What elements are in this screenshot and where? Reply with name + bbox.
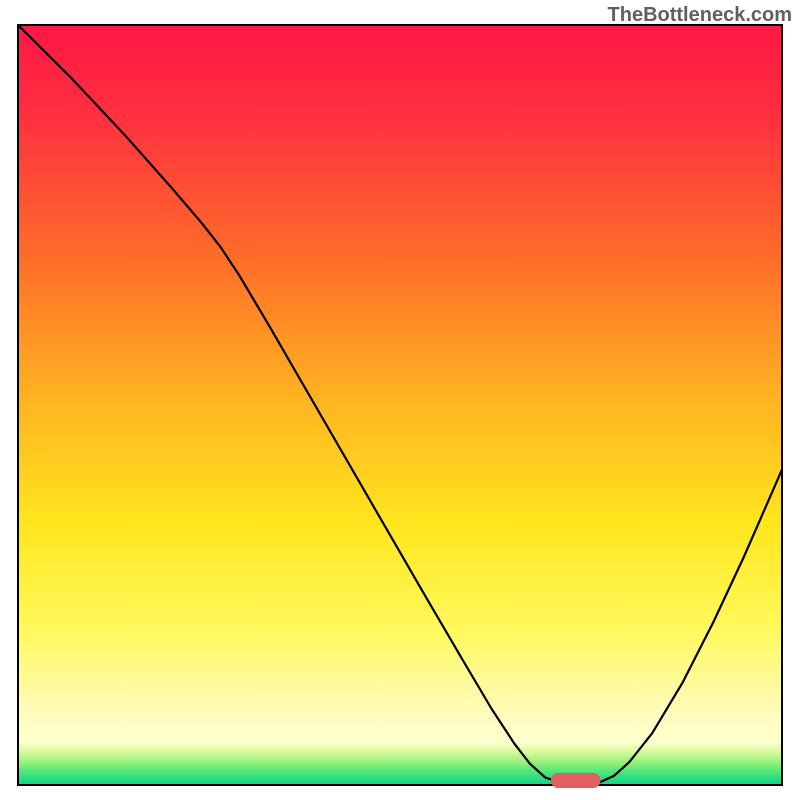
chart-svg (0, 0, 800, 800)
optimal-marker (551, 773, 601, 788)
watermark: TheBottleneck.com (608, 4, 792, 27)
chart-container: { "watermark": "TheBottleneck.com", "wat… (0, 0, 800, 800)
plot-background (18, 25, 782, 785)
